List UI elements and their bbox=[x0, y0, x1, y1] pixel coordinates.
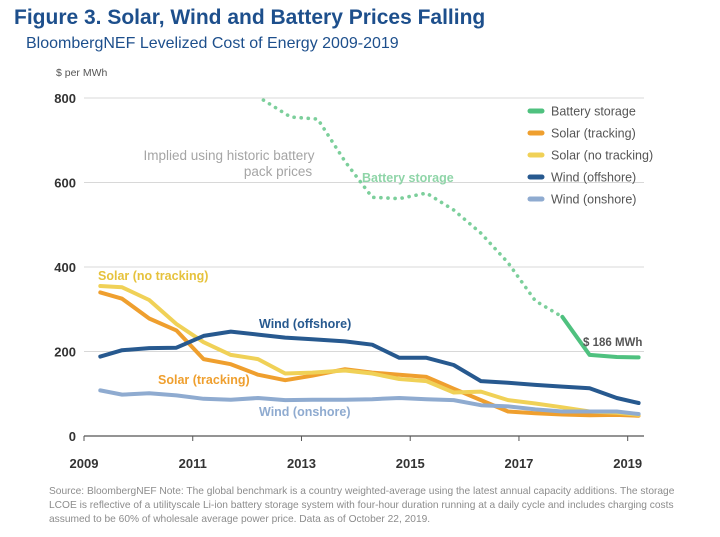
y-tick-label: 0 bbox=[69, 429, 76, 444]
annotation-battery-value: $ 186 MWh bbox=[583, 337, 642, 349]
legend-label: Wind (onshore) bbox=[551, 193, 636, 207]
annotation-wind-onshore: Wind (onshore) bbox=[259, 405, 351, 419]
y-axis-label: $ per MWh bbox=[56, 67, 108, 79]
series-line-4 bbox=[100, 332, 638, 403]
annotation-solar-no-tracking: Solar (no tracking) bbox=[98, 269, 208, 283]
series-line-5 bbox=[100, 390, 638, 414]
x-tick-label: 2011 bbox=[179, 456, 207, 471]
legend-label: Solar (no tracking) bbox=[551, 149, 653, 163]
y-tick-label: 200 bbox=[54, 345, 76, 360]
x-tick-label: 2017 bbox=[504, 456, 533, 471]
annotation-solar-tracking: Solar (tracking) bbox=[158, 373, 250, 387]
annotation-implied-line2: pack prices bbox=[244, 164, 313, 179]
x-tick-label: 2009 bbox=[70, 456, 99, 471]
annotation-wind-offshore: Wind (offshore) bbox=[259, 317, 351, 331]
legend-label: Solar (tracking) bbox=[551, 127, 636, 141]
y-tick-label: 600 bbox=[54, 176, 76, 191]
series-line-0 bbox=[263, 100, 562, 317]
source-note: Source: BloombergNEF Note: The global be… bbox=[49, 485, 689, 527]
chart: $ per MWh 0 200 400 600 800 2009 2011 2013 2015 2… bbox=[0, 0, 720, 537]
legend-label: Battery storage bbox=[551, 105, 636, 119]
x-tick-label: 2015 bbox=[396, 456, 425, 471]
y-tick-label: 400 bbox=[54, 260, 76, 275]
x-tick-label: 2013 bbox=[287, 456, 316, 471]
legend-label: Wind (offshore) bbox=[551, 171, 636, 185]
annotation-implied-line1: Implied using historic battery bbox=[143, 148, 314, 163]
y-tick-label: 800 bbox=[54, 91, 76, 106]
annotation-battery-storage: Battery storage bbox=[362, 171, 454, 185]
x-tick-label: 2019 bbox=[613, 456, 642, 471]
